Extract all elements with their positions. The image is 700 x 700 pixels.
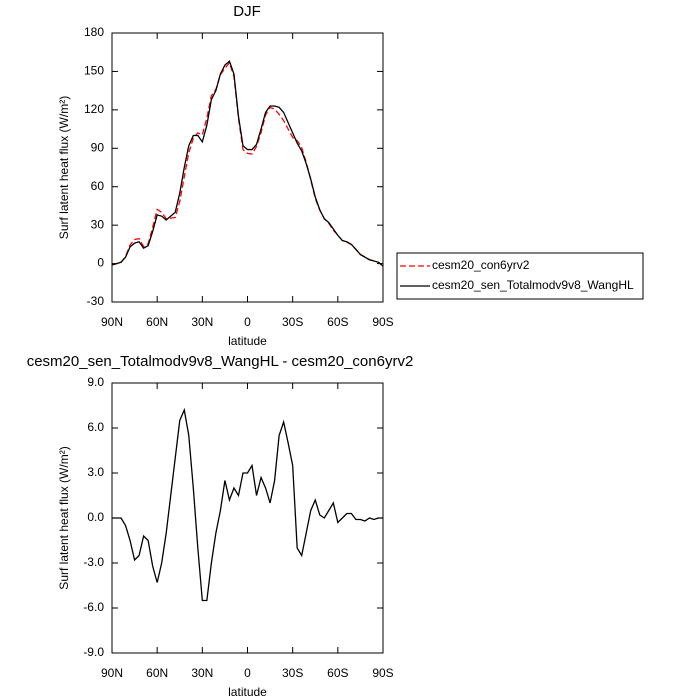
x-tick-label: 90S [372, 315, 393, 329]
y-tick-label: 180 [84, 25, 104, 39]
legend-label: cesm20_con6yrv2 [432, 258, 530, 272]
y-tick-label: -6.0 [83, 600, 104, 614]
x-tick-label: 30S [282, 315, 303, 329]
x-tick-label: 30N [191, 666, 213, 680]
x-tick-label: 30S [282, 666, 303, 680]
y-axis-label: Surf latent heat flux (W/m²) [57, 446, 71, 589]
x-tick-label: 90N [101, 315, 123, 329]
x-tick-label: 90S [372, 666, 393, 680]
legend-label: cesm20_sen_Totalmodv9v8_WangHL [432, 278, 634, 292]
y-tick-label: -30 [87, 294, 105, 308]
y-axis-label: Surf latent heat flux (W/m²) [57, 96, 71, 239]
x-tick-label: 60N [146, 666, 168, 680]
y-tick-label: 30 [91, 217, 105, 231]
data-line [111, 61, 384, 267]
x-tick-label: 60N [146, 315, 168, 329]
y-tick-label: 9.0 [87, 375, 104, 389]
x-tick-label: 0 [244, 666, 251, 680]
x-axis-label: latitude [228, 334, 267, 348]
chart-title: cesm20_sen_Totalmodv9v8_WangHL - cesm20_… [27, 353, 414, 370]
x-tick-label: 60S [327, 315, 348, 329]
x-tick-label: 30N [191, 315, 213, 329]
y-tick-label: 6.0 [87, 420, 104, 434]
legend-box [396, 252, 644, 300]
y-tick-label: 120 [84, 102, 104, 116]
plot-frame [111, 32, 384, 303]
y-tick-label: 150 [84, 64, 104, 78]
x-tick-label: 90N [101, 666, 123, 680]
data-line [111, 60, 384, 267]
y-tick-label: 3.0 [87, 465, 104, 479]
y-tick-label: -3.0 [83, 555, 104, 569]
y-tick-label: -9.0 [83, 645, 104, 659]
chart-title: DJF [233, 3, 261, 20]
y-tick-label: 0 [97, 256, 104, 270]
y-tick-label: 90 [91, 140, 105, 154]
x-tick-label: 60S [327, 666, 348, 680]
y-tick-label: 60 [91, 179, 105, 193]
data-line [112, 407, 383, 602]
x-tick-label: 0 [244, 315, 251, 329]
y-tick-label: 0.0 [87, 510, 104, 524]
x-axis-label: latitude [228, 685, 267, 699]
